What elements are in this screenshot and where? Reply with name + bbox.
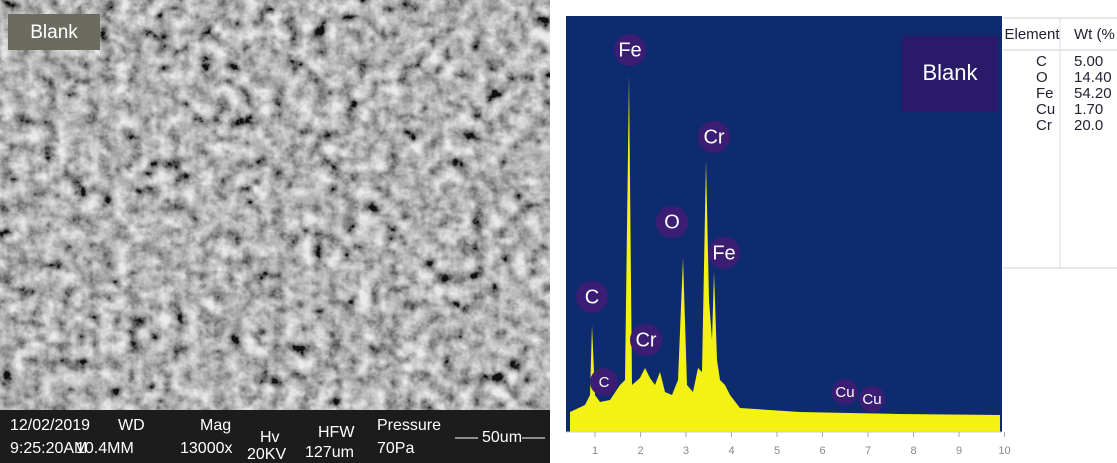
x-ticks: 1 2 3 4 5 6 7 8 9 10 [592,432,1011,457]
figure: Blank 12/02/2019 9:25:20AM WD 10.4MM Mag… [0,0,1117,463]
x-tick-label: 5 [774,445,780,457]
x-tick-label: 4 [728,445,734,457]
peak-label: Fe [712,242,735,264]
table-cell: 20.0 [1074,117,1103,134]
table-cell: 14.40 [1074,69,1112,86]
table-cell: Cu [1036,101,1055,118]
table-cell: C [1036,53,1047,70]
peak-label: Cu [835,384,854,401]
sem-image: Blank 12/02/2019 9:25:20AM WD 10.4MM Mag… [0,0,550,463]
info-pressure-label: Pressure [377,417,441,434]
info-pressure: 70Pa [377,440,414,457]
sem-label: Blank [30,22,78,43]
info-hfw: 127um [305,444,354,461]
x-tick-label: 1 [592,445,598,457]
peak-label: C [585,286,599,308]
table-header: Element [1004,26,1060,43]
peak-label: Fe [618,39,641,61]
info-mag-label: Mag [200,417,231,434]
table-cell: 1.70 [1074,101,1103,118]
x-tick-label: 10 [998,445,1010,457]
info-hfw-label: HFW [318,424,355,441]
info-hv-label: Hv [260,429,280,446]
x-tick-label: 3 [683,445,689,457]
peak-label: Cr [635,329,656,351]
x-tick-label: 9 [956,445,962,457]
spectrum-label: Blank [922,60,978,85]
peak-label: Cu [862,391,881,408]
x-tick-label: 8 [910,445,916,457]
x-tick-label: 2 [637,445,643,457]
table-cell: Fe [1036,85,1054,102]
info-hv: 20KV [247,446,286,463]
figure-canvas: Blank 12/02/2019 9:25:20AM WD 10.4MM Mag… [0,0,1117,463]
table-cell: 5.00 [1074,53,1103,70]
x-tick-label: 6 [819,445,825,457]
info-mag: 13000x [180,440,233,457]
spectrum: Blank [566,16,1002,432]
x-tick-label: 7 [865,445,871,457]
info-wd: 10.4MM [76,440,134,457]
table-cell: Cr [1036,117,1052,134]
table-header: Wt (% [1074,26,1115,43]
peak-label: Cr [703,126,724,148]
info-date: 12/02/2019 [10,417,90,434]
table-cell: O [1036,69,1048,86]
peak-label: O [664,211,680,233]
peak-label: C [599,374,610,391]
sem-texture [0,0,550,463]
table-cell: 54.20 [1074,85,1112,102]
info-wd-label: WD [118,417,145,434]
scale-label: 50um [482,429,522,446]
element-table: Element Wt (% C 5.00 O 14.40 Fe 54.20 Cu 1.70 Cr 20… [1003,18,1117,268]
